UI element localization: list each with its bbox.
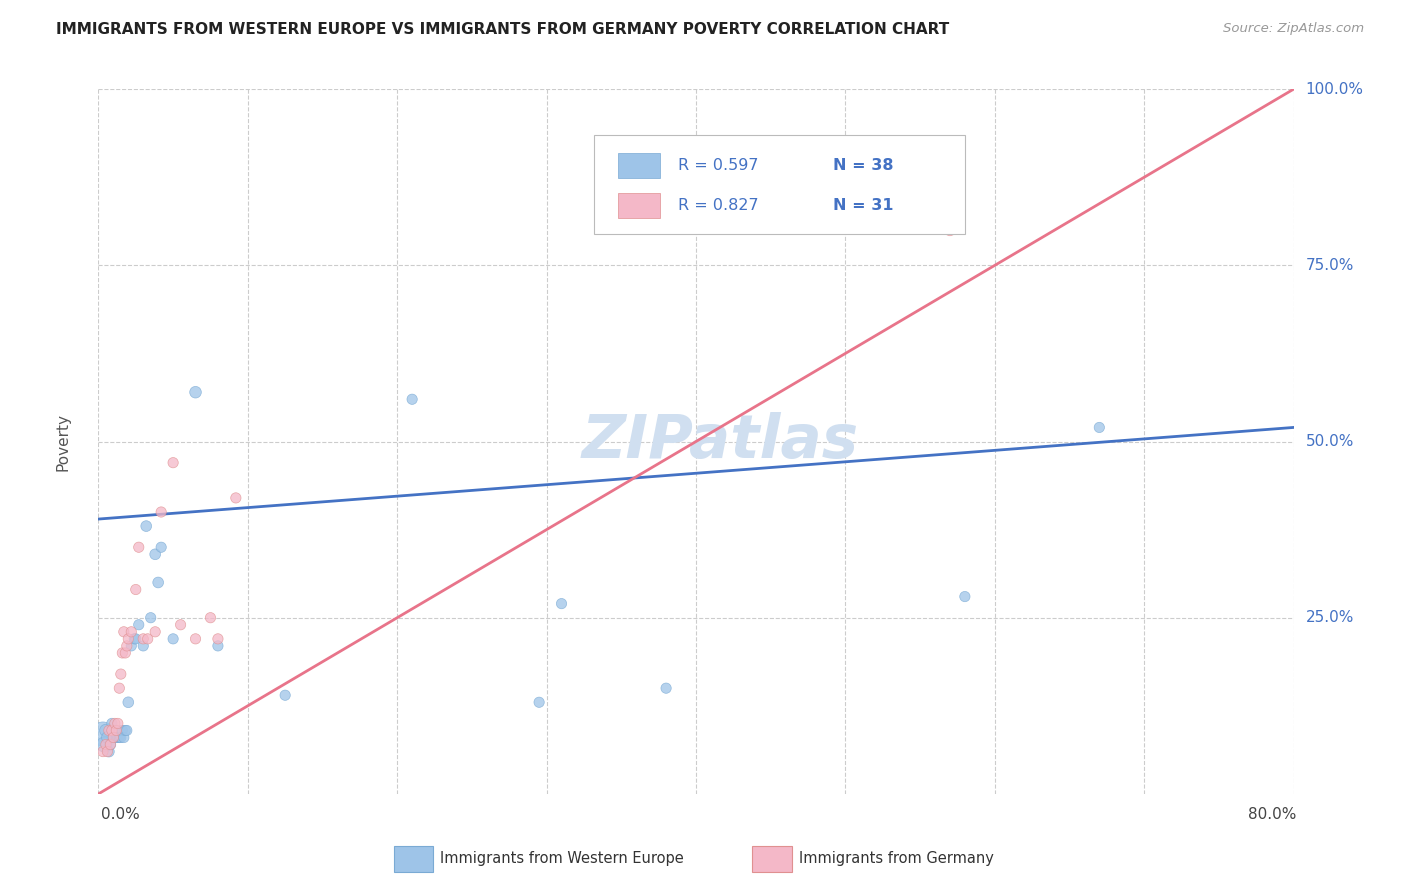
Text: N = 38: N = 38: [834, 158, 894, 173]
Text: 100.0%: 100.0%: [1305, 82, 1364, 96]
Point: [139, 610, 162, 624]
Point: [105, 731, 128, 745]
Point: [96, 745, 118, 759]
Text: 75.0%: 75.0%: [1305, 258, 1354, 273]
Point: [98, 738, 122, 752]
Point: [97, 723, 120, 738]
Point: [97, 745, 120, 759]
Point: [94, 738, 117, 752]
FancyBboxPatch shape: [595, 135, 965, 234]
Point: [132, 632, 155, 646]
FancyBboxPatch shape: [619, 194, 661, 218]
Point: [150, 540, 173, 554]
Point: [107, 731, 129, 745]
Text: ZIPatlas: ZIPatlas: [581, 412, 859, 471]
Point: [91, 727, 114, 741]
Point: [117, 632, 139, 646]
Point: [111, 646, 134, 660]
Text: 80.0%: 80.0%: [1249, 807, 1296, 822]
Text: Source: ZipAtlas.com: Source: ZipAtlas.com: [1223, 22, 1364, 36]
Point: [104, 716, 127, 731]
Point: [169, 617, 191, 632]
Point: [112, 731, 135, 745]
Point: [143, 547, 166, 561]
Text: Poverty: Poverty: [55, 412, 70, 471]
Point: [124, 632, 146, 646]
Point: [93, 738, 115, 752]
Text: 50.0%: 50.0%: [1305, 434, 1354, 449]
Point: [527, 695, 550, 709]
Point: [200, 610, 222, 624]
Point: [401, 392, 423, 407]
Point: [207, 639, 229, 653]
Point: [132, 639, 155, 653]
Text: R = 0.597: R = 0.597: [678, 158, 759, 173]
Point: [114, 723, 136, 738]
Point: [274, 688, 297, 702]
Point: [939, 223, 962, 237]
Point: [184, 632, 207, 646]
Point: [655, 681, 678, 696]
Point: [148, 575, 170, 590]
Text: 0.0%: 0.0%: [101, 807, 141, 822]
Point: [103, 731, 125, 745]
FancyBboxPatch shape: [619, 153, 661, 178]
Point: [110, 731, 132, 745]
Point: [98, 738, 122, 752]
Point: [125, 632, 148, 646]
Text: 25.0%: 25.0%: [1305, 610, 1354, 625]
Point: [128, 540, 150, 554]
Text: Immigrants from Germany: Immigrants from Germany: [799, 852, 994, 866]
Point: [150, 505, 173, 519]
Point: [108, 681, 131, 696]
Point: [128, 617, 150, 632]
Text: IMMIGRANTS FROM WESTERN EUROPE VS IMMIGRANTS FROM GERMANY POVERTY CORRELATION CH: IMMIGRANTS FROM WESTERN EUROPE VS IMMIGR…: [56, 22, 949, 37]
Point: [1088, 420, 1111, 434]
Point: [184, 385, 207, 400]
Text: N = 31: N = 31: [834, 198, 894, 213]
Point: [120, 624, 142, 639]
Point: [117, 695, 139, 709]
Point: [136, 632, 159, 646]
Point: [111, 723, 134, 738]
Point: [135, 519, 157, 533]
Point: [101, 716, 124, 731]
Point: [107, 716, 129, 731]
Point: [104, 723, 127, 738]
Point: [103, 731, 125, 745]
Text: Immigrants from Western Europe: Immigrants from Western Europe: [440, 852, 683, 866]
Point: [91, 745, 114, 759]
Point: [162, 456, 184, 470]
Point: [120, 639, 142, 653]
Point: [125, 582, 148, 597]
Point: [953, 590, 976, 604]
Point: [225, 491, 247, 505]
Point: [105, 723, 128, 738]
Point: [96, 731, 118, 745]
Point: [550, 597, 572, 611]
Point: [207, 632, 229, 646]
Point: [101, 723, 124, 738]
Point: [115, 723, 138, 738]
Point: [162, 632, 184, 646]
Point: [108, 731, 131, 745]
Point: [143, 624, 166, 639]
Point: [115, 639, 138, 653]
Point: [110, 667, 132, 681]
Point: [112, 624, 135, 639]
Text: R = 0.827: R = 0.827: [678, 198, 759, 213]
Point: [114, 646, 136, 660]
Point: [94, 723, 117, 738]
